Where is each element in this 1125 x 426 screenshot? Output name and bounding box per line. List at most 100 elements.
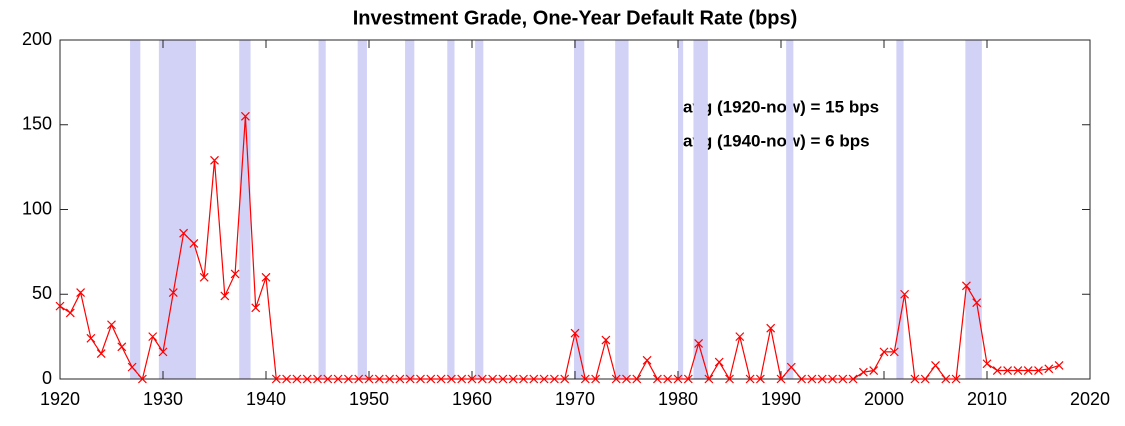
recession-band bbox=[405, 40, 415, 379]
data-marker bbox=[622, 374, 631, 384]
data-marker bbox=[549, 374, 559, 384]
recession-band bbox=[475, 40, 484, 379]
recession-band bbox=[786, 40, 794, 379]
data-line bbox=[59, 116, 1060, 381]
data-marker bbox=[498, 374, 508, 384]
data-marker bbox=[65, 308, 75, 318]
data-marker bbox=[858, 367, 868, 377]
data-marker bbox=[446, 374, 456, 384]
data-marker bbox=[364, 374, 374, 384]
data-marker bbox=[55, 301, 65, 311]
data-marker bbox=[313, 374, 322, 384]
data-marker bbox=[416, 374, 425, 384]
data-marker bbox=[735, 332, 745, 342]
recession-band bbox=[447, 40, 455, 379]
data-marker bbox=[992, 366, 1002, 375]
data-marker bbox=[642, 355, 652, 365]
data-marker bbox=[292, 374, 302, 384]
data-marker bbox=[745, 374, 755, 384]
data-marker bbox=[755, 374, 765, 384]
data-marker bbox=[797, 374, 807, 384]
x-tick-label: 1970 bbox=[555, 389, 595, 409]
data-marker bbox=[848, 374, 858, 384]
data-marker bbox=[910, 374, 920, 384]
data-marker bbox=[343, 374, 353, 384]
recession-band bbox=[693, 40, 708, 379]
data-marker bbox=[405, 374, 415, 384]
data-marker bbox=[931, 361, 940, 370]
data-marker bbox=[869, 366, 879, 375]
recession-band bbox=[318, 40, 326, 379]
data-marker bbox=[920, 374, 930, 384]
data-marker bbox=[941, 374, 951, 384]
data-marker bbox=[591, 374, 601, 384]
y-tick-label: 50 bbox=[32, 283, 52, 303]
annotation: avg (1920-now) = 15 bps bbox=[683, 97, 879, 116]
data-marker bbox=[879, 347, 889, 357]
data-marker bbox=[663, 374, 673, 384]
recession-band bbox=[357, 40, 367, 379]
data-marker bbox=[972, 298, 982, 308]
x-tick-label: 1960 bbox=[452, 389, 492, 409]
data-marker bbox=[766, 323, 776, 333]
data-marker bbox=[477, 374, 487, 384]
data-marker bbox=[374, 374, 384, 384]
recession-band bbox=[615, 40, 629, 379]
data-marker bbox=[76, 288, 86, 297]
data-marker bbox=[632, 374, 642, 384]
data-marker bbox=[457, 374, 467, 384]
data-marker bbox=[158, 347, 168, 357]
x-tick-label: 1940 bbox=[246, 389, 286, 409]
data-marker bbox=[199, 272, 209, 282]
data-marker bbox=[261, 272, 271, 282]
recession-band bbox=[678, 40, 684, 379]
recession-band bbox=[130, 40, 141, 379]
data-marker bbox=[137, 374, 147, 384]
data-marker bbox=[189, 238, 199, 248]
data-marker bbox=[426, 374, 436, 384]
data-marker bbox=[148, 332, 158, 342]
recession-band bbox=[896, 40, 904, 379]
data-marker bbox=[488, 374, 498, 384]
data-marker bbox=[1023, 366, 1033, 375]
data-marker bbox=[1013, 366, 1023, 375]
data-marker bbox=[786, 362, 796, 372]
x-tick-label: 2000 bbox=[864, 389, 904, 409]
data-marker bbox=[580, 374, 590, 384]
data-marker bbox=[436, 374, 446, 384]
data-marker bbox=[1044, 364, 1054, 374]
data-marker bbox=[900, 289, 910, 299]
data-marker bbox=[529, 374, 539, 384]
data-marker bbox=[539, 374, 549, 384]
y-tick-label: 150 bbox=[22, 114, 52, 134]
data-marker bbox=[385, 374, 395, 384]
data-marker bbox=[838, 374, 848, 384]
recession-band bbox=[965, 40, 982, 379]
data-marker bbox=[560, 374, 570, 384]
data-marker bbox=[1054, 361, 1064, 370]
x-tick-label: 1950 bbox=[349, 389, 389, 409]
data-marker bbox=[694, 338, 704, 348]
data-marker bbox=[889, 347, 899, 357]
data-marker bbox=[354, 374, 364, 384]
data-marker bbox=[1003, 366, 1013, 375]
data-marker bbox=[828, 374, 837, 384]
data-marker bbox=[951, 374, 961, 384]
x-tick-label: 2020 bbox=[1070, 389, 1110, 409]
x-tick-label: 1980 bbox=[658, 389, 698, 409]
data-marker bbox=[982, 359, 992, 369]
data-marker bbox=[601, 335, 611, 345]
data-marker bbox=[570, 328, 580, 338]
y-tick-label: 0 bbox=[42, 368, 52, 388]
data-marker bbox=[611, 374, 621, 384]
data-marker bbox=[725, 374, 734, 384]
x-tick-label: 1990 bbox=[761, 389, 801, 409]
data-marker bbox=[395, 374, 405, 384]
data-marker bbox=[817, 374, 827, 384]
data-marker bbox=[86, 333, 96, 343]
data-marker bbox=[714, 357, 724, 367]
data-marker bbox=[467, 374, 477, 384]
data-marker bbox=[508, 374, 518, 384]
data-marker bbox=[117, 342, 127, 352]
data-marker bbox=[323, 374, 333, 384]
